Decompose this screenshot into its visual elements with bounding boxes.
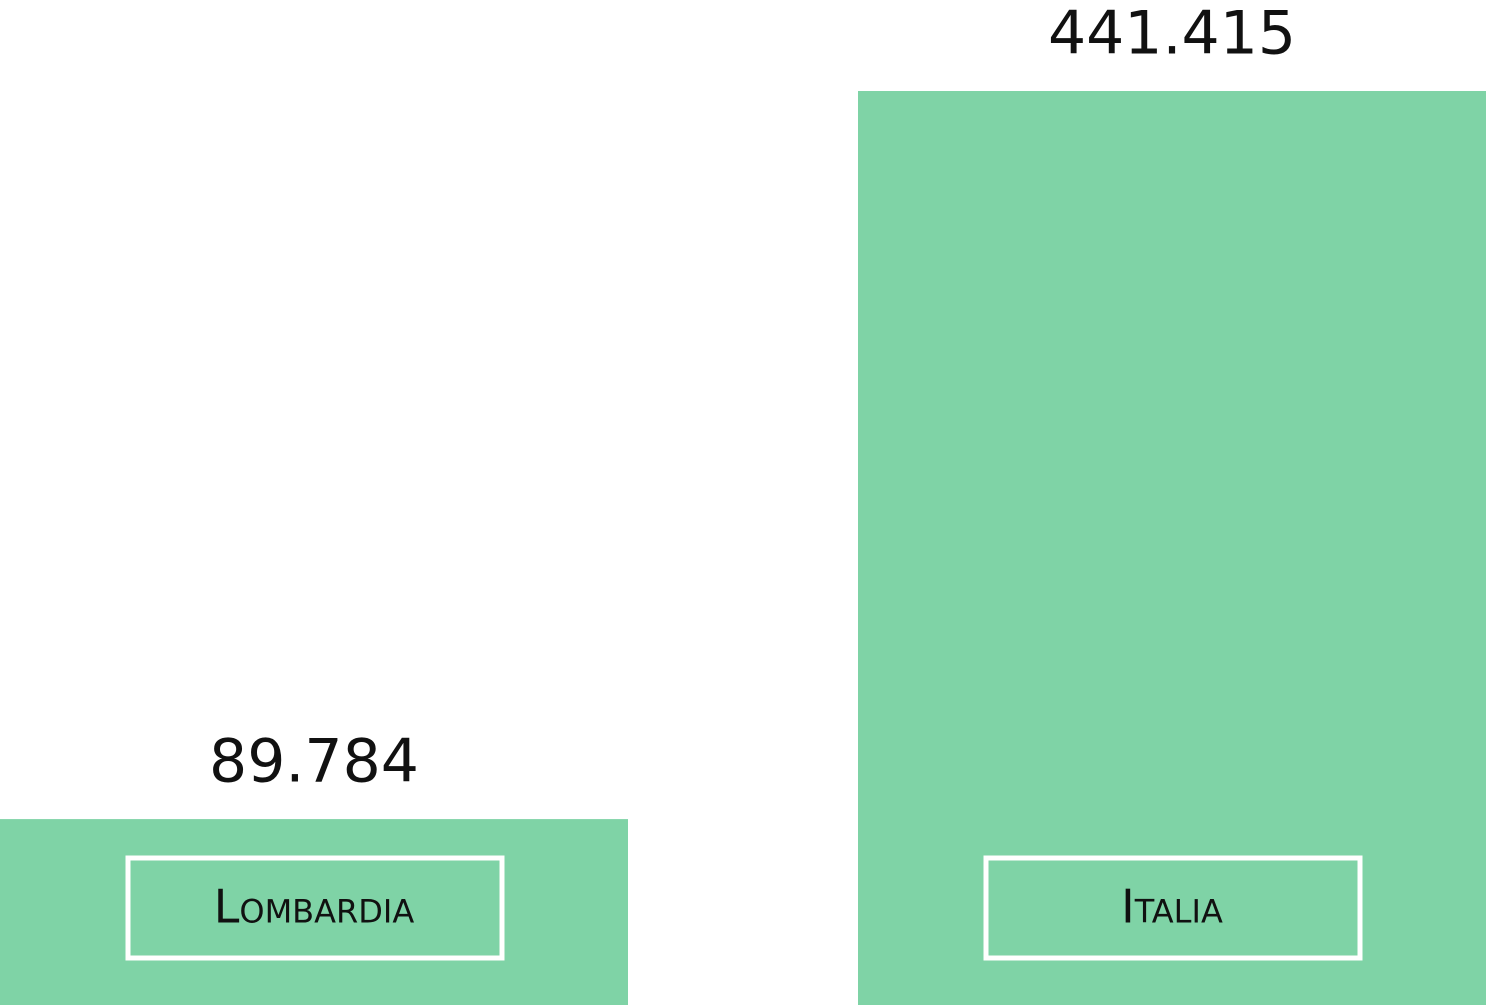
category-label: Lombardia	[214, 880, 415, 934]
bar	[858, 91, 1486, 1005]
category-label: Italia	[1121, 880, 1223, 934]
category-box	[125, 855, 505, 961]
bar	[0, 819, 628, 1005]
value-label: 89.784	[209, 727, 419, 797]
category-box	[983, 855, 1363, 961]
value-label: 441.415	[1048, 0, 1296, 69]
